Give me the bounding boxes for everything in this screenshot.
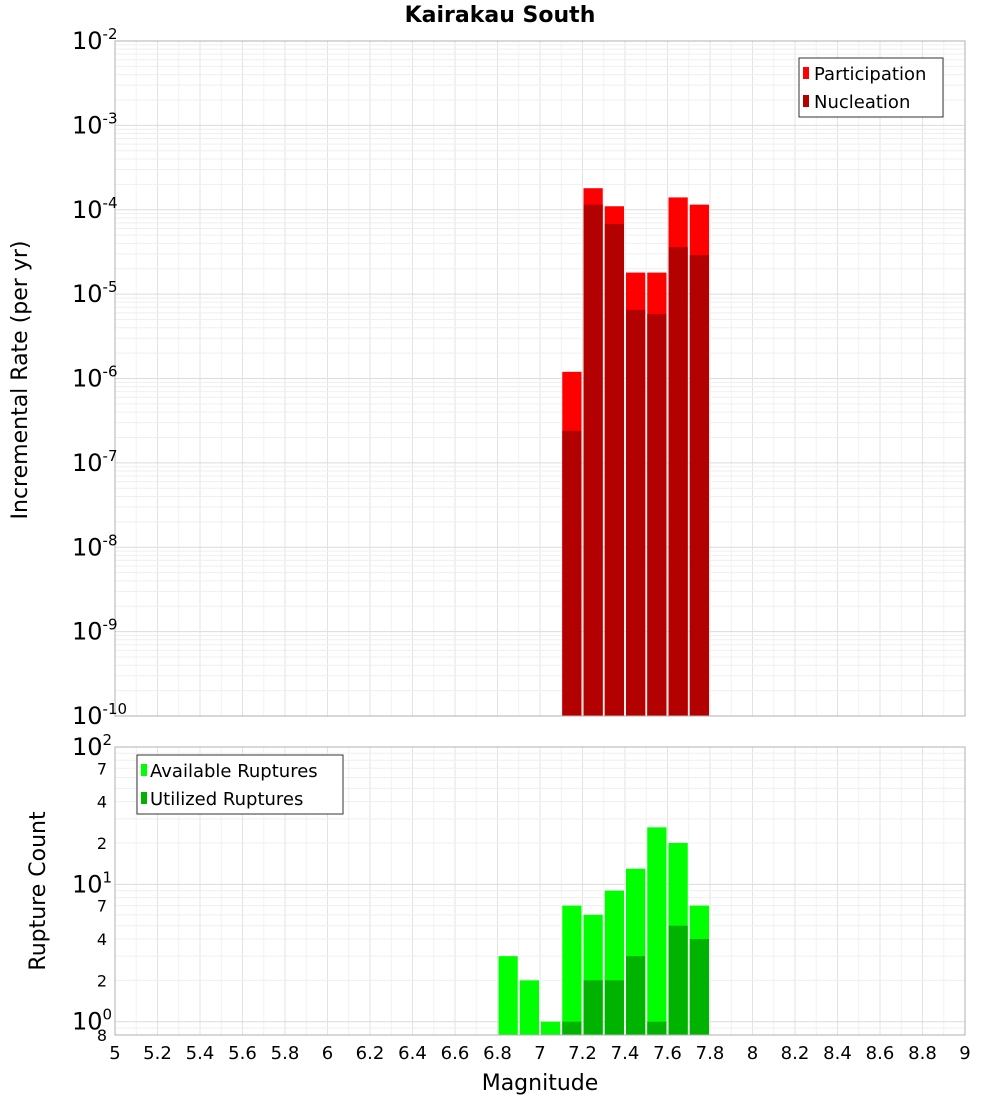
bottom-bar-utilized-ruptures [689,939,709,1035]
bottom-y-minor-tick-label: 4 [97,930,107,949]
top-y-tick-label: 10-4 [72,194,118,224]
bottom-bar-utilized-ruptures [668,925,688,1035]
bottom-y-tick-label: 101 [72,868,112,898]
bottom-bar-utilized-ruptures [647,1021,667,1035]
bottom-bar-available-ruptures [647,827,667,1035]
bottom-bar-utilized-ruptures [562,1021,582,1035]
top-y-tick-label: 10-5 [72,278,118,308]
top-y-tick-label: 10-3 [72,109,118,139]
bottom-y-minor-tick-label: 8 [97,1026,107,1045]
top-y-tick-label: 10-10 [72,700,127,730]
x-tick-label: 8.4 [823,1043,852,1064]
chart-title: Kairakau South [405,3,596,28]
top-y-tick-label: 10-6 [72,363,118,393]
x-tick-label: 5 [109,1043,120,1064]
x-tick-label: 5.4 [186,1043,215,1064]
bottom-y-minor-tick-label: 4 [97,793,107,812]
top-bar-nucleation [562,430,582,716]
bottom-bar-available-ruptures [562,905,582,1035]
bottom-y-axis-label: Rupture Count [26,811,51,971]
bottom-legend: Available Ruptures Utilized Ruptures [136,754,344,815]
bottom-y-tick-label: 102 [72,731,112,761]
x-tick-label: 7 [534,1043,545,1064]
x-tick-label: 7.4 [611,1043,640,1064]
bottom-y-minor-tick-label: 7 [97,897,107,916]
top-y-tick-label: 10-9 [72,616,118,646]
bottom-bar-utilized-ruptures [583,980,603,1035]
legend-label-nucleation: Nucleation [814,92,910,113]
bottom-bar-available-ruptures [498,956,518,1035]
x-tick-label: 8.6 [866,1043,895,1064]
bottom-plot-frame [114,746,966,1036]
x-ticks: 5 5.2 5.4 5.6 5.8 6 6.2 6.4 6.6 6.8 7 7.2 7.4 7.6 7.8 8… [109,1043,970,1064]
x-tick-label: 9 [959,1043,970,1064]
x-tick-label: 5.2 [143,1043,172,1064]
bottom-y-minor-tick-label: 2 [97,834,107,853]
x-tick-label: 6.6 [441,1043,470,1064]
bottom-bar-utilized-ruptures [604,980,624,1035]
x-tick-label: 7.6 [653,1043,682,1064]
legend-label-utilized: Utilized Ruptures [150,789,303,810]
bottom-legend-box [136,754,344,815]
top-y-tick-label: 10-8 [72,531,118,561]
bottom-y-ticks: 102 101 100 7 4 2 7 4 2 8 [72,731,112,1045]
top-y-axis-label: Incremental Rate (per yr) [8,241,33,520]
x-tick-label: 5.6 [228,1043,257,1064]
legend-swatch-available [141,764,147,776]
bottom-y-minor-tick-label: 7 [97,759,107,778]
top-bar-nucleation [604,223,624,716]
bottom-y-tick-label: 100 [72,1006,112,1036]
x-tick-label: 8.8 [908,1043,937,1064]
bottom-bar-available-ruptures [541,1021,561,1035]
top-plot-frame [114,40,966,717]
x-tick-label: 6 [322,1043,333,1064]
top-y-tick-label: 10-7 [72,447,118,477]
top-legend: Participation Nucleation [798,57,944,118]
legend-label-available: Available Ruptures [150,761,318,782]
top-y-ticks: 10-2 10-3 10-4 10-5 10-6 10-7 10-8 10-9 10-10 [72,25,127,730]
x-tick-label: 5.8 [271,1043,300,1064]
x-tick-label: 6.2 [356,1043,385,1064]
legend-label-participation: Participation [814,64,926,85]
legend-swatch-participation [803,67,809,79]
x-tick-label: 8.2 [781,1043,810,1064]
bottom-y-minor-tick-label: 2 [97,971,107,990]
top-bar-nucleation [647,314,667,716]
bottom-bars [498,827,709,1035]
top-bars [562,188,709,717]
bottom-bar-available-ruptures [519,980,539,1035]
top-bar-nucleation [626,309,646,716]
x-tick-label: 7.8 [696,1043,725,1064]
top-legend-box [798,57,944,118]
top-bar-nucleation [668,247,688,716]
top-bar-nucleation [689,255,709,716]
x-tick-label: 6.4 [398,1043,427,1064]
x-axis-label: Magnitude [482,1071,599,1096]
legend-swatch-nucleation [803,95,809,107]
x-tick-label: 7.2 [568,1043,597,1064]
x-tick-label: 6.8 [483,1043,512,1064]
bottom-bar-utilized-ruptures [626,956,646,1035]
legend-swatch-utilized [141,792,147,804]
top-grid [114,40,966,717]
top-bar-nucleation [583,204,603,717]
x-tick-label: 8 [747,1043,758,1064]
top-y-tick-label: 10-2 [72,25,118,55]
